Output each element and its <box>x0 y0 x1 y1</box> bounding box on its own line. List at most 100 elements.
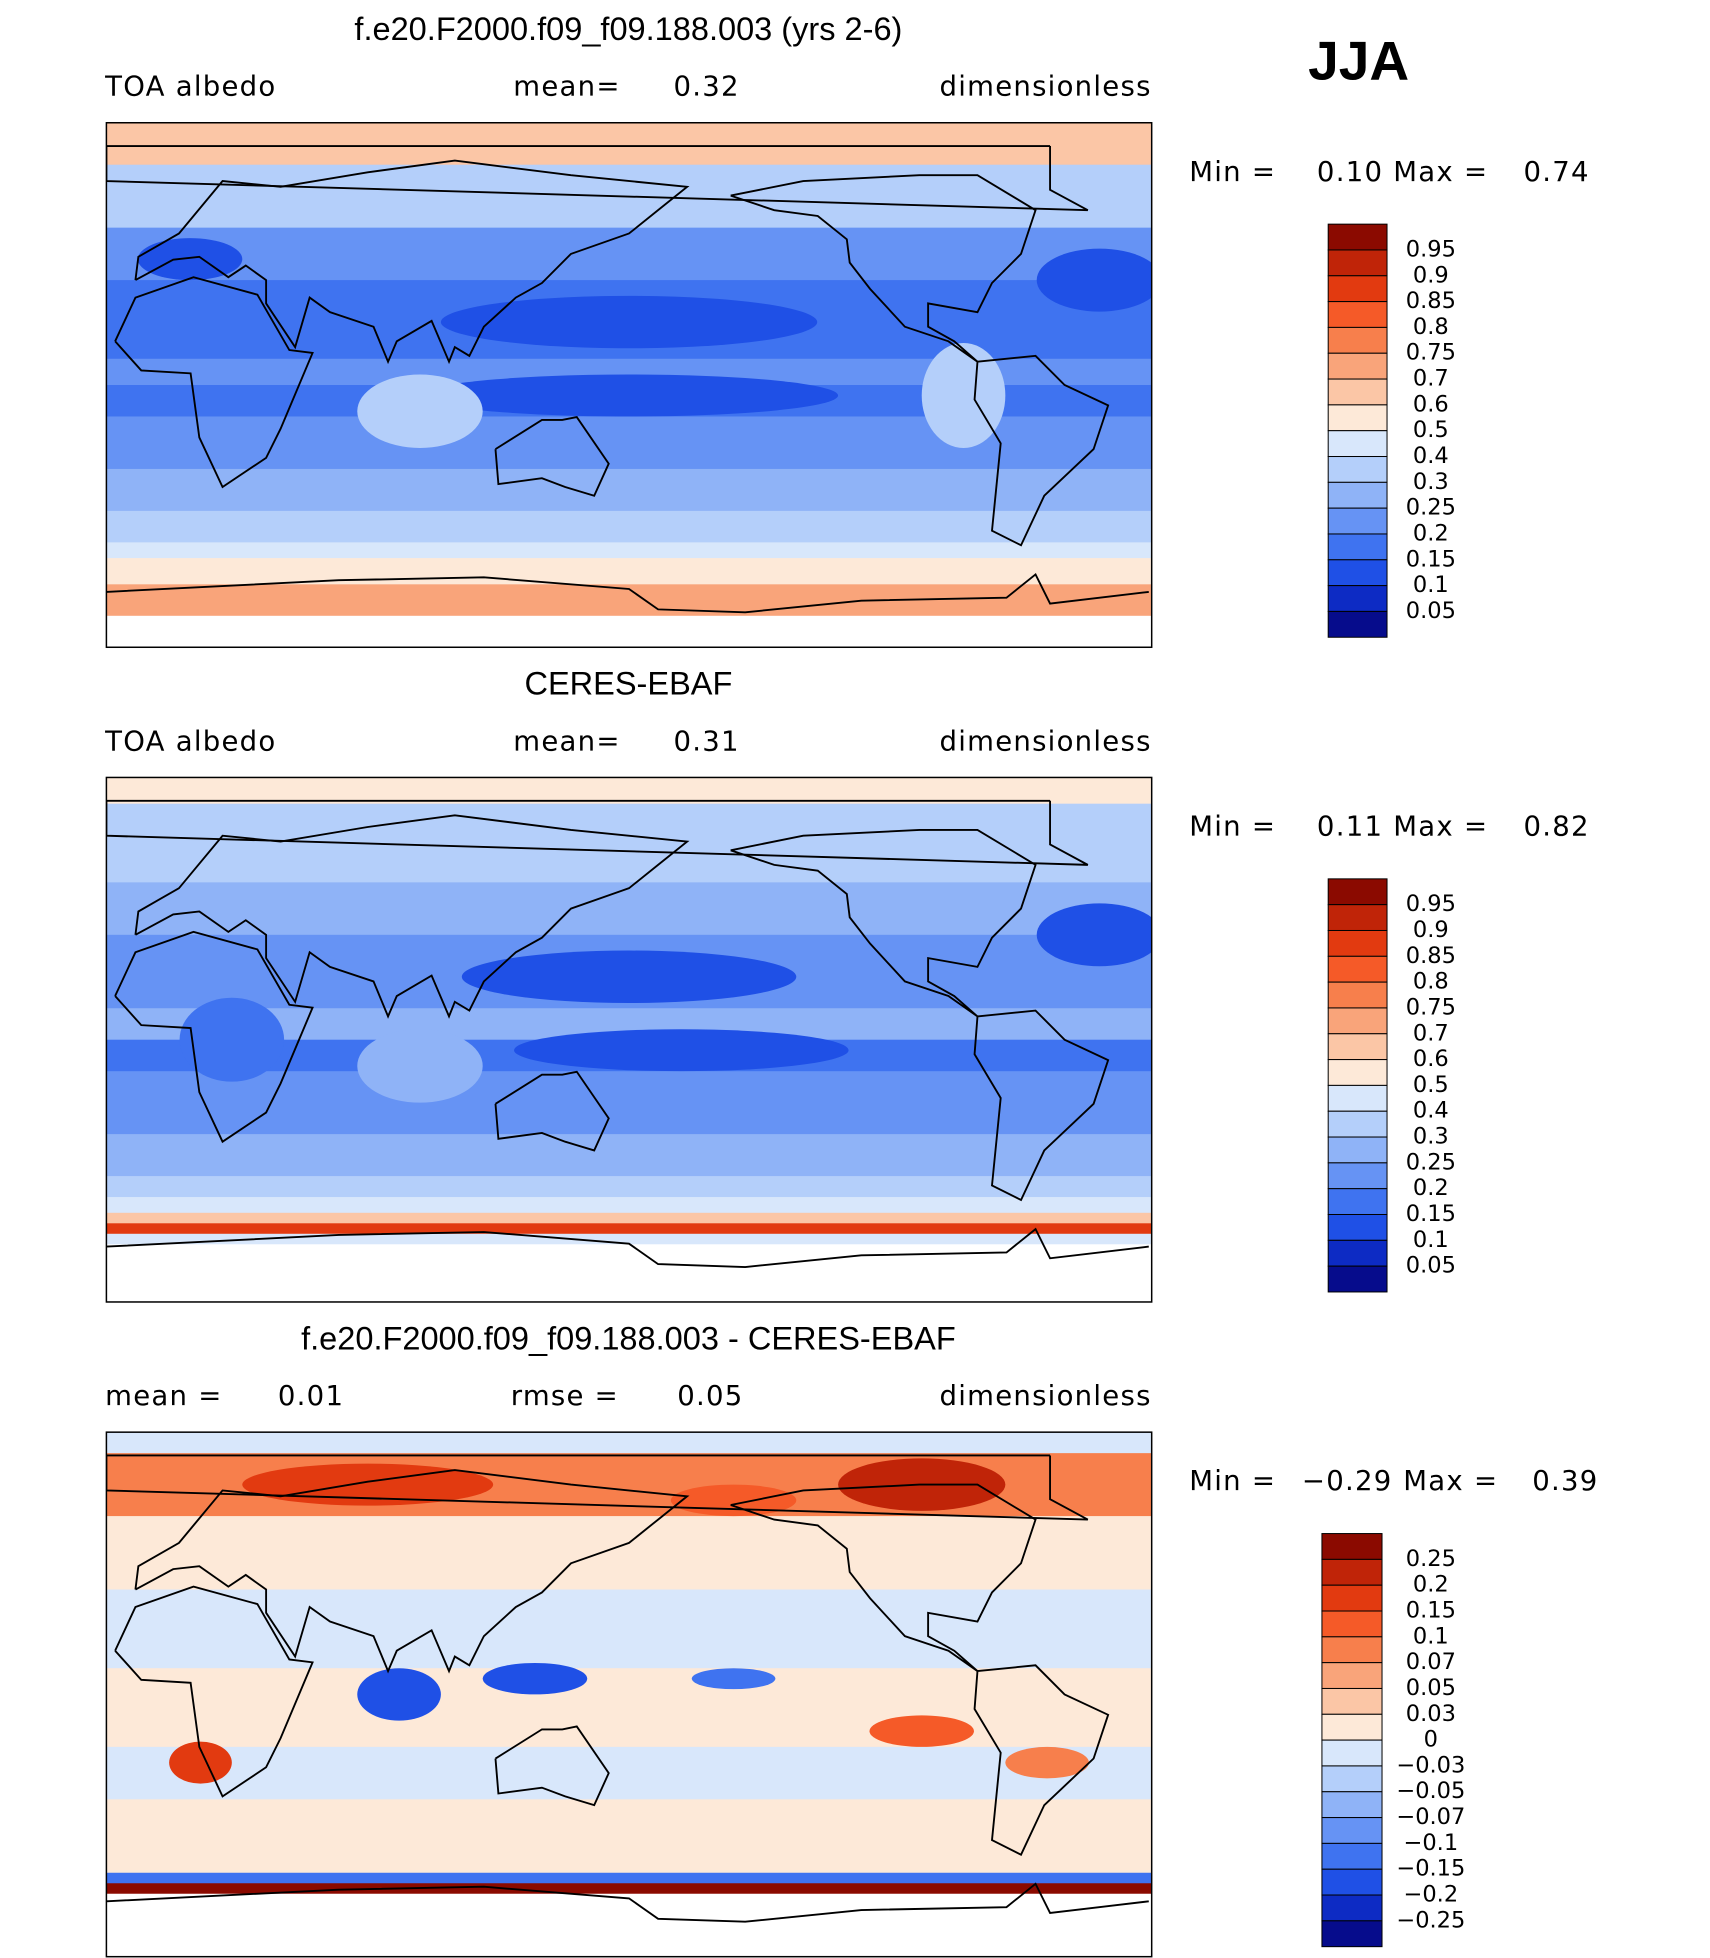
coastline <box>114 1585 314 1798</box>
colorbar-label: 0.8 <box>1413 314 1449 340</box>
coastline <box>106 799 1089 866</box>
colorbar-box <box>1321 1868 1383 1896</box>
map-field <box>106 803 1152 883</box>
max-label: Max = <box>1403 1465 1498 1497</box>
colorbar-box <box>1327 1084 1388 1112</box>
colorbar-box <box>1327 352 1388 380</box>
colorbar-label: 0.6 <box>1413 1046 1449 1072</box>
map <box>106 1432 1152 1957</box>
colorbar-box <box>1327 955 1388 983</box>
map-field <box>357 1029 483 1103</box>
max-label: Max = <box>1393 156 1488 188</box>
map-field <box>106 1746 1152 1800</box>
colorbar-box <box>1327 326 1388 354</box>
colorbar-label: 0.1 <box>1413 572 1449 598</box>
coastline <box>106 1454 1089 1521</box>
colorbar-label: −0.03 <box>1396 1752 1465 1778</box>
coastline <box>114 276 314 489</box>
map-field <box>106 227 1152 281</box>
colorbar-box <box>1327 610 1388 638</box>
map-field <box>169 1741 232 1784</box>
colorbar-box <box>1327 456 1388 483</box>
colorbar-label: 0.07 <box>1406 1649 1456 1675</box>
min-label: Min = <box>1189 156 1276 188</box>
map-field <box>106 1197 1152 1214</box>
map <box>106 777 1152 1302</box>
colorbar-box <box>1327 1136 1388 1164</box>
colorbar-label: 0.05 <box>1406 1675 1456 1701</box>
map-field <box>106 1589 1152 1669</box>
colorbar-box <box>1327 507 1388 535</box>
colorbar-label: 0.85 <box>1406 943 1456 969</box>
coastline <box>730 828 1037 1018</box>
colorbar-box <box>1321 1558 1383 1586</box>
colorbar-box <box>1327 878 1388 906</box>
colorbar-box <box>1327 1239 1388 1267</box>
colorbar-box <box>1327 1162 1388 1190</box>
colorbar-box <box>1327 533 1388 561</box>
panel-header-text: mean = <box>105 1380 222 1412</box>
colorbar-box <box>1321 1894 1383 1922</box>
map-field <box>869 1715 974 1747</box>
coastline <box>973 354 1110 547</box>
panel-header-text: mean= <box>513 725 620 757</box>
map-field <box>106 1668 1152 1748</box>
coastline <box>973 1009 1110 1202</box>
map-field <box>461 950 797 1003</box>
colorbar-label: 0.2 <box>1413 1572 1449 1598</box>
panel-header-text: dimensionless <box>940 1380 1152 1412</box>
panel-title: CERES-EBAF <box>524 666 732 702</box>
colorbar-box <box>1321 1920 1383 1948</box>
colorbar-label: 0.95 <box>1406 236 1456 262</box>
coastline <box>106 1227 1149 1268</box>
colorbar-label: 0.9 <box>1413 262 1449 288</box>
map-field <box>1036 903 1152 967</box>
colorbar-label: 0.15 <box>1406 1201 1456 1227</box>
colorbar-label: −0.1 <box>1403 1830 1458 1856</box>
map-field <box>357 374 483 448</box>
max-label: Max = <box>1393 811 1488 843</box>
map-field <box>106 1883 1152 1895</box>
coastline <box>134 1469 690 1674</box>
map-field <box>106 1071 1152 1135</box>
map-field <box>921 343 1006 448</box>
map-field <box>691 1668 776 1690</box>
map-field <box>106 468 1152 512</box>
colorbar-label: 0.05 <box>1406 1253 1456 1279</box>
colorbar-label: 0.15 <box>1406 1598 1456 1624</box>
map-field <box>106 1799 1152 1874</box>
map-frame <box>105 121 1153 649</box>
map-field <box>106 1516 1152 1591</box>
panel-header-text: TOA albedo <box>104 725 276 757</box>
map-field <box>440 295 818 349</box>
panel-header-text: 0.32 <box>673 71 739 103</box>
map-field <box>106 558 1152 585</box>
colorbar-box <box>1327 559 1388 587</box>
map-field <box>106 615 1152 648</box>
panel-header-text: TOA albedo <box>104 71 276 103</box>
colorbar-label: 0.7 <box>1413 366 1449 392</box>
colorbar-label: 0 <box>1424 1727 1438 1753</box>
colorbar-label: −0.07 <box>1396 1804 1465 1830</box>
map <box>106 122 1152 648</box>
coastline <box>134 159 690 365</box>
min-value: −0.29 <box>1302 1465 1393 1497</box>
colorbar-box <box>1327 1059 1388 1086</box>
colorbar-box <box>1327 981 1388 1009</box>
colorbar-box <box>1327 904 1388 931</box>
coastline <box>730 174 1037 363</box>
map-field <box>106 882 1152 936</box>
colorbar-box <box>1327 1188 1388 1216</box>
map-field <box>137 238 243 281</box>
coastline <box>494 1070 610 1152</box>
max-value: 0.74 <box>1524 156 1590 188</box>
colorbar-box <box>1321 1533 1383 1560</box>
map-field <box>1036 248 1152 312</box>
colorbar-label: 0.7 <box>1413 1020 1449 1046</box>
colorbar-box <box>1327 1007 1388 1035</box>
map-field <box>514 1029 849 1072</box>
map-field <box>106 542 1152 559</box>
colorbar-box <box>1327 929 1388 957</box>
colorbar-label: 0.03 <box>1406 1701 1456 1727</box>
